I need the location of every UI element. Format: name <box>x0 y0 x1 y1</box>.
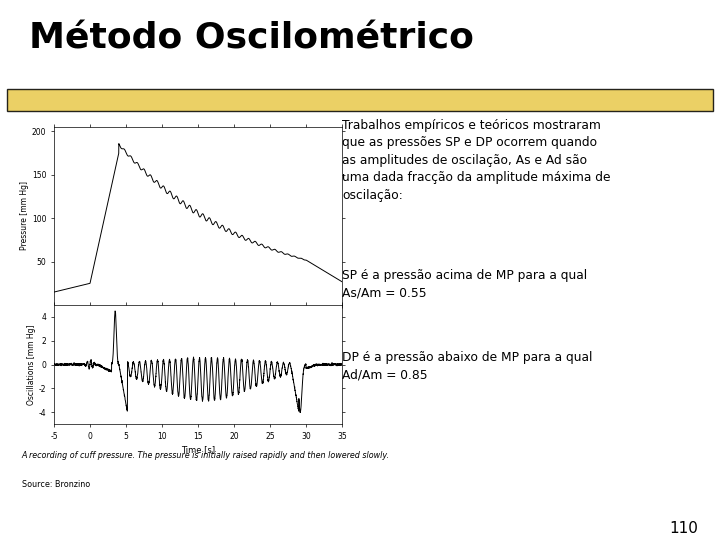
Text: Método Oscilométrico: Método Oscilométrico <box>29 22 474 56</box>
Text: Source: Bronzino: Source: Bronzino <box>22 480 90 489</box>
Text: A recording of cuff pressure. The pressure is initially raised rapidly and then : A recording of cuff pressure. The pressu… <box>22 450 390 460</box>
Text: SP é a pressão acima de MP para a qual
As/Am = 0.55: SP é a pressão acima de MP para a qual A… <box>342 269 587 300</box>
X-axis label: Time [s]: Time [s] <box>181 445 215 454</box>
Text: Trabalhos empíricos e teóricos mostraram
que as pressões SP e DP ocorrem quando
: Trabalhos empíricos e teóricos mostraram… <box>342 119 611 202</box>
Y-axis label: Oscillations [mm Hg]: Oscillations [mm Hg] <box>27 324 36 405</box>
FancyBboxPatch shape <box>7 89 713 111</box>
Y-axis label: Pressure [mm Hg]: Pressure [mm Hg] <box>20 181 29 251</box>
Text: DP é a pressão abaixo de MP para a qual
Ad/Am = 0.85: DP é a pressão abaixo de MP para a qual … <box>342 350 593 381</box>
Text: 110: 110 <box>670 521 698 536</box>
